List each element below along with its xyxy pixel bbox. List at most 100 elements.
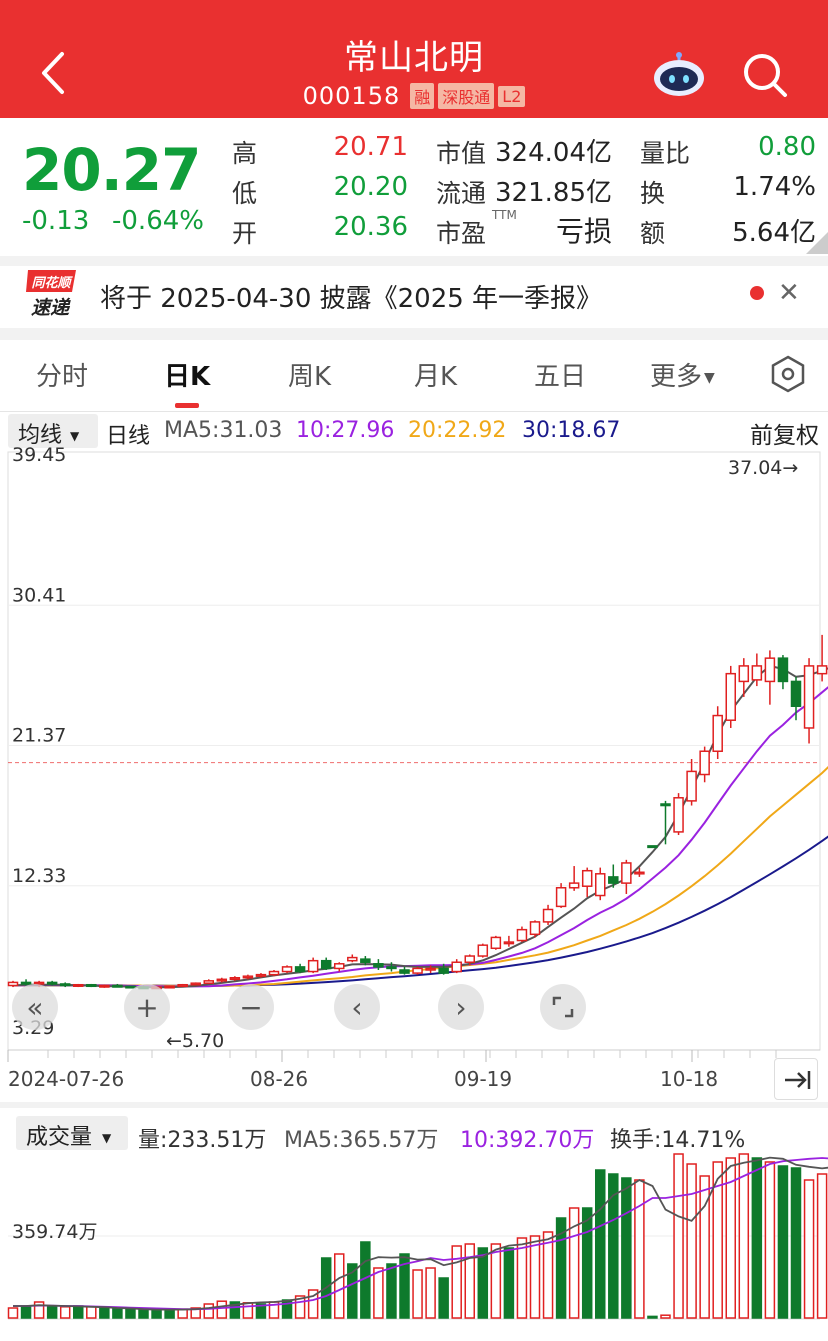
- volume-ma10-value: 10:392.70万: [460, 1128, 595, 1153]
- candle: [699, 746, 710, 783]
- volume-select-label: 成交量: [26, 1125, 93, 1150]
- back-arrow-icon[interactable]: [30, 48, 80, 98]
- chevron-left-icon[interactable]: ‹: [334, 984, 380, 1030]
- zoom-out-icon[interactable]: −: [228, 984, 274, 1030]
- candle: [660, 800, 671, 845]
- candle-body: [751, 665, 763, 681]
- tab-monthly-k[interactable]: 月K: [414, 362, 458, 392]
- candle-body: [190, 982, 201, 986]
- max-price-label: 37.04→: [728, 457, 798, 479]
- candle: [542, 904, 554, 926]
- amount-value: 5.64亿: [732, 218, 816, 248]
- candle: [712, 706, 723, 759]
- candle-body: [307, 959, 319, 973]
- float-cap-value: 321.85亿: [495, 178, 612, 208]
- robot-assistant-icon[interactable]: [652, 52, 706, 98]
- candle-body: [347, 956, 358, 962]
- candle-body: [86, 983, 97, 988]
- chevron-right-icon[interactable]: ›: [438, 984, 484, 1030]
- candle-body: [568, 882, 580, 889]
- app-header: 常山北明 000158 融 深股通 L2: [0, 0, 828, 118]
- candle: [334, 962, 345, 972]
- tab-weekly-k[interactable]: 周K: [288, 362, 332, 392]
- candle: [764, 650, 776, 705]
- news-text[interactable]: 将于 2025-04-30 披露《2025 年一季报》: [100, 284, 603, 314]
- candle-body: [595, 873, 606, 897]
- x-tick-label: 10-18: [660, 1067, 718, 1091]
- candle-body: [229, 977, 241, 981]
- candle-body: [542, 908, 554, 923]
- candle: [360, 956, 371, 966]
- chevron-down-icon: ▼: [704, 369, 715, 386]
- candle-body: [268, 970, 280, 976]
- tab-five-day[interactable]: 五日: [534, 362, 587, 392]
- candle-body: [164, 985, 175, 989]
- turnover-label: 换: [640, 179, 666, 208]
- candle-body: [516, 928, 528, 942]
- tab-daily-k[interactable]: 日K: [164, 362, 211, 392]
- dropdown-arrow-icon: ▼: [70, 429, 80, 443]
- jump-to-latest-icon[interactable]: [774, 1058, 818, 1100]
- fullscreen-icon[interactable]: [540, 984, 586, 1030]
- close-icon[interactable]: ✕: [778, 278, 800, 308]
- arrow-to-bar-icon: [785, 1071, 811, 1089]
- candle: [777, 655, 789, 690]
- candle: [386, 962, 397, 972]
- min-price-label: ←5.70: [166, 1030, 224, 1052]
- candle: [438, 963, 449, 975]
- period-label: 日线: [106, 424, 151, 449]
- volume-indicator-select[interactable]: 成交量 ▼: [16, 1116, 128, 1150]
- candle: [412, 966, 423, 975]
- adjust-mode-button[interactable]: 前复权: [750, 423, 819, 449]
- candle: [751, 653, 763, 687]
- candle: [686, 758, 697, 806]
- candle-body: [660, 803, 671, 807]
- zoom-in-icon[interactable]: +: [124, 984, 170, 1030]
- candle-body: [621, 862, 632, 884]
- candle: [725, 665, 736, 728]
- candle: [242, 974, 254, 980]
- candle-body: [608, 876, 619, 884]
- volume-value: 量:233.51万: [138, 1128, 267, 1153]
- tab-intraday[interactable]: 分时: [36, 362, 89, 392]
- candle-body: [477, 944, 489, 957]
- rewind-icon[interactable]: «: [12, 984, 58, 1030]
- candle: [373, 959, 384, 970]
- ma30-value: 30:18.67: [522, 418, 621, 443]
- candle-body: [777, 657, 789, 683]
- candle-body: [99, 984, 110, 988]
- tab-more[interactable]: 更多 ▼: [650, 356, 715, 393]
- active-tab-indicator: [175, 403, 199, 408]
- candle-body: [738, 665, 750, 683]
- open-label: 开: [232, 219, 258, 248]
- candle: [255, 973, 267, 978]
- ths-express-logo-icon: 同花顺 速递: [26, 270, 76, 319]
- indicator-select-label: 均线: [18, 423, 63, 448]
- pe-value: 亏损: [555, 215, 612, 248]
- candle-body: [255, 973, 267, 977]
- connect-tag: 深股通: [438, 83, 495, 109]
- candle-body: [490, 936, 502, 950]
- candle-body: [451, 961, 462, 973]
- search-icon[interactable]: [740, 50, 790, 100]
- candle-body: [242, 975, 254, 979]
- indicator-select[interactable]: 均线 ▼: [8, 414, 98, 448]
- candle: [216, 977, 228, 983]
- candle: [529, 920, 541, 938]
- candle-body: [581, 869, 593, 887]
- candle-body: [803, 665, 815, 729]
- ma20-value: 20:22.92: [408, 418, 507, 443]
- candle: [112, 983, 123, 988]
- candle: [555, 883, 567, 908]
- expand-quote-corner-icon[interactable]: [806, 232, 828, 254]
- hexagon-settings-icon[interactable]: [770, 354, 806, 394]
- tab-more-label: 更多: [650, 362, 703, 392]
- high-label: 高: [232, 139, 258, 168]
- candle: [503, 935, 515, 947]
- candle-body: [529, 921, 541, 936]
- dropdown-arrow-icon: ▼: [102, 1131, 112, 1145]
- stock-code-row: 000158 融 深股通 L2: [0, 82, 828, 110]
- volume-ratio-label: 量比: [640, 139, 691, 168]
- level2-tag: L2: [498, 85, 526, 107]
